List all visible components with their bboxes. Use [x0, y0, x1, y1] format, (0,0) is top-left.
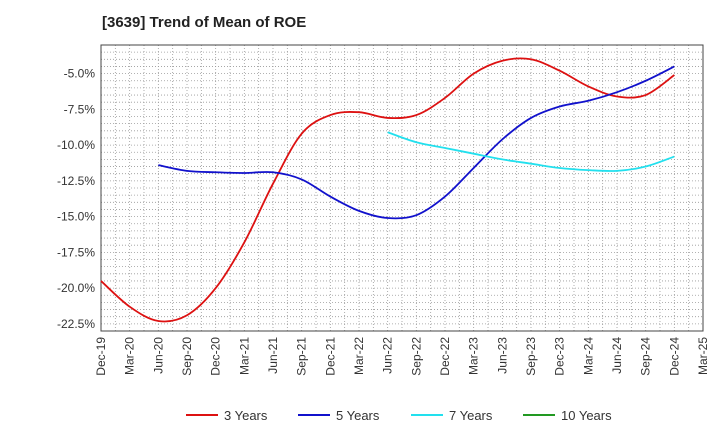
- x-tick-label: Mar-21: [237, 337, 251, 375]
- x-tick-label: Sep-24: [639, 337, 653, 376]
- y-tick-label: -15.0%: [57, 210, 95, 224]
- series-line-7-years: [387, 131, 675, 172]
- x-tick-label: Mar-20: [123, 337, 137, 375]
- y-tick-label: -5.0%: [64, 67, 96, 81]
- series-line-3-years: [100, 57, 675, 323]
- plot-frame: [100, 44, 704, 332]
- y-tick-label: -10.0%: [57, 138, 95, 152]
- x-tick-label: Dec-22: [438, 337, 452, 376]
- y-tick-label: -22.5%: [57, 317, 95, 331]
- x-tick-label: Dec-19: [94, 337, 108, 376]
- y-tick-label: -17.5%: [57, 245, 95, 259]
- legend-label: 7 Years: [449, 408, 493, 423]
- x-tick-label: Mar-25: [696, 337, 710, 375]
- x-tick-label: Jun-20: [151, 337, 165, 374]
- series-line-5-years: [158, 65, 675, 220]
- x-tick-label: Jun-24: [610, 337, 624, 374]
- chart-title: [3639] Trend of Mean of ROE: [102, 14, 307, 31]
- x-tick-label: Mar-24: [581, 337, 595, 375]
- x-tick-label: Dec-20: [209, 337, 223, 376]
- x-tick-label: Sep-21: [295, 337, 309, 376]
- x-tick-label: Mar-22: [352, 337, 366, 375]
- x-tick-label: Jun-21: [266, 337, 280, 374]
- x-tick-label: Jun-22: [381, 337, 395, 374]
- x-tick-label: Sep-20: [180, 337, 194, 376]
- y-tick-label: -12.5%: [57, 174, 95, 188]
- x-tick-label: Dec-23: [553, 337, 567, 376]
- y-tick-label: -20.0%: [57, 281, 95, 295]
- y-tick-label: -7.5%: [64, 102, 96, 116]
- x-tick-label: Sep-23: [524, 337, 538, 376]
- legend-label: 10 Years: [561, 408, 612, 423]
- x-tick-label: Dec-21: [323, 337, 337, 376]
- x-tick-label: Dec-24: [667, 337, 681, 376]
- legend-label: 5 Years: [336, 408, 380, 423]
- x-tick-label: Mar-23: [467, 337, 481, 375]
- legend-label: 3 Years: [224, 408, 268, 423]
- x-tick-label: Jun-23: [495, 337, 509, 374]
- x-tick-label: Sep-22: [409, 337, 423, 376]
